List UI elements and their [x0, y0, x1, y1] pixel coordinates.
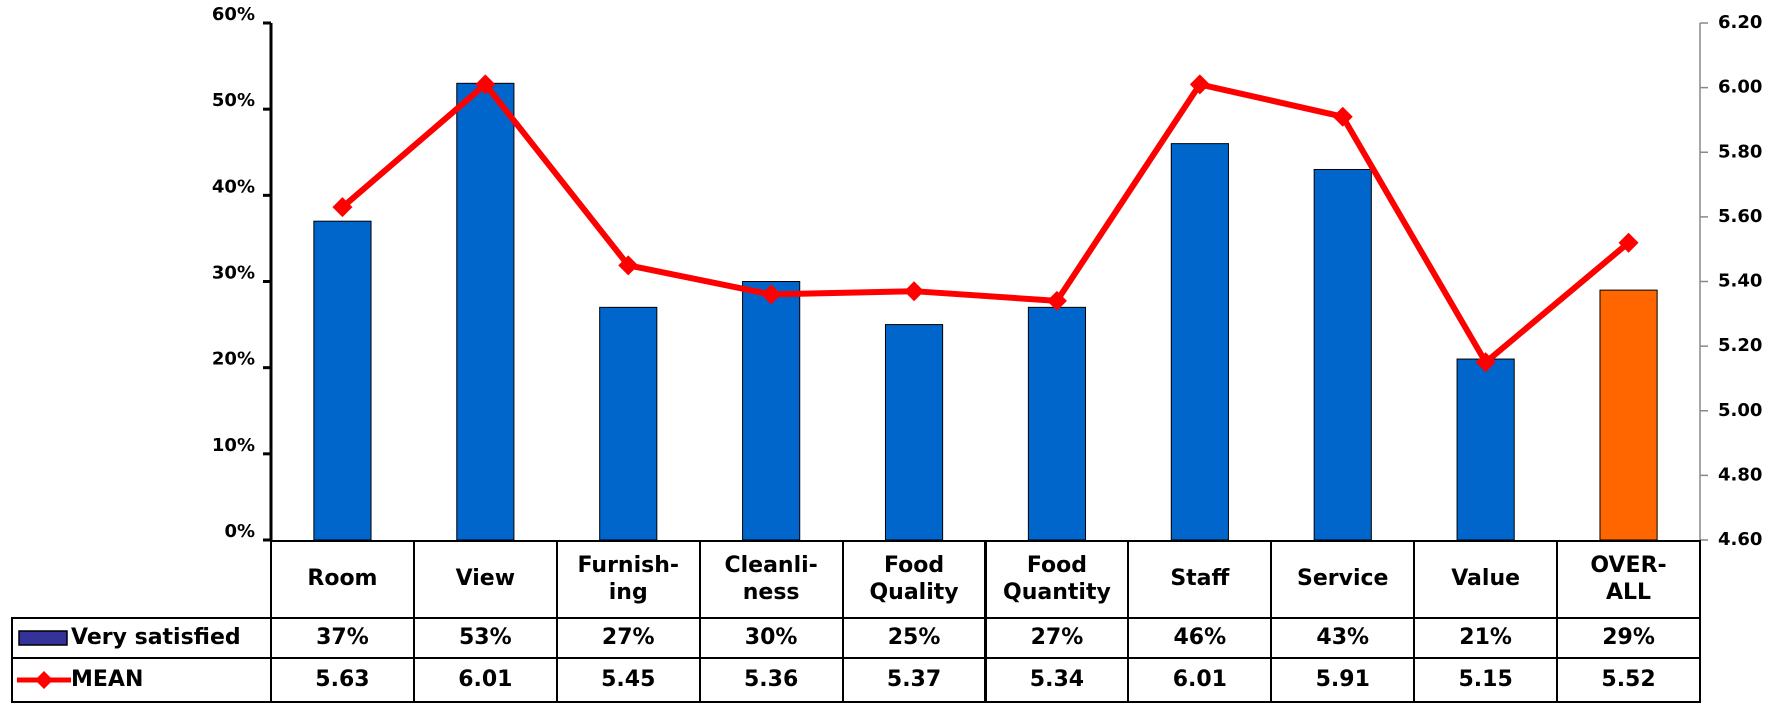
table-value-cell: 46%	[1127, 617, 1273, 659]
y2-tick-label: 5.80	[1718, 141, 1762, 162]
table-value-cell: 6.01	[1127, 657, 1273, 703]
mean-marker	[1046, 290, 1067, 311]
legend-marker	[35, 671, 53, 689]
table-value-cell: 25%	[841, 617, 987, 659]
bar	[1313, 168, 1372, 541]
y2-tick-label: 6.20	[1718, 12, 1762, 33]
table-header-cell: Staff	[1127, 540, 1273, 619]
table-value-cell: 53%	[412, 617, 558, 659]
y2-tick-label: 6.00	[1718, 77, 1762, 98]
table-header-cell: Food Quality	[841, 540, 987, 619]
mean-marker	[332, 197, 353, 218]
legend-cell: Very satisfied	[11, 617, 272, 659]
y2-tick-label: 5.00	[1718, 400, 1762, 421]
table-value-cell: 5.45	[555, 657, 701, 703]
y-tick-label: 50%	[212, 90, 255, 111]
y-tick-label: 10%	[212, 435, 255, 456]
y2-tick-label: 5.60	[1718, 206, 1762, 227]
y-tick-label: 60%	[212, 4, 255, 25]
mean-marker	[1189, 74, 1210, 95]
legend-label: MEAN	[71, 666, 144, 692]
bar	[742, 281, 801, 541]
y2-tick-label: 4.80	[1718, 464, 1762, 485]
table-value-cell: 5.63	[270, 657, 415, 703]
table-value-cell: 5.52	[1556, 657, 1701, 703]
legend-cell: MEAN	[11, 657, 272, 703]
table-value-cell: 43%	[1270, 617, 1416, 659]
mean-line	[340, 81, 1631, 366]
bar	[599, 306, 658, 541]
table-header-cell: Service	[1270, 540, 1416, 619]
table-header-cell: OVER- ALL	[1556, 540, 1701, 619]
legend-swatch	[18, 630, 68, 646]
mean-marker	[904, 281, 925, 302]
y2-tick-label: 4.60	[1718, 529, 1762, 550]
table-header-cell: Food Quantity	[984, 540, 1130, 619]
table-value-cell: 21%	[1413, 617, 1559, 659]
legend-key	[17, 671, 71, 689]
legend-key	[18, 630, 68, 646]
table-value-cell: 5.34	[984, 657, 1130, 703]
table-value-cell: 5.15	[1413, 657, 1559, 703]
table-value-cell: 37%	[270, 617, 415, 659]
bar	[456, 82, 515, 541]
y2-tick-label: 5.20	[1718, 335, 1762, 356]
table-header-cell: Value	[1413, 540, 1559, 619]
table-value-cell: 30%	[698, 617, 844, 659]
mean-marker	[618, 255, 639, 276]
table-header-cell: View	[412, 540, 558, 619]
mean-marker	[475, 74, 496, 95]
y-tick-label: 30%	[212, 263, 255, 284]
bar	[1170, 143, 1229, 541]
y-tick-label: 0%	[224, 521, 255, 542]
table-value-cell: 27%	[984, 617, 1130, 659]
table-value-cell: 6.01	[412, 657, 558, 703]
bar	[1599, 289, 1658, 541]
y-tick-label: 20%	[212, 349, 255, 370]
table-value-cell: 27%	[555, 617, 701, 659]
y2-tick-label: 5.40	[1718, 271, 1762, 292]
table-value-cell: 5.37	[841, 657, 987, 703]
bar	[1027, 306, 1087, 541]
legend-label: Very satisfied	[71, 624, 241, 650]
bar	[1456, 358, 1515, 541]
table-header-cell: Room	[270, 540, 415, 619]
y-tick-label: 40%	[212, 176, 255, 197]
table-value-cell: 5.36	[698, 657, 844, 703]
table-header-cell: Furnish- ing	[555, 540, 701, 619]
mean-marker	[761, 284, 782, 305]
mean-marker	[1475, 352, 1496, 373]
mean-marker	[1618, 232, 1639, 253]
table-value-cell: 29%	[1556, 617, 1701, 659]
table-header-cell: Cleanli- ness	[698, 540, 844, 619]
bar	[884, 324, 944, 541]
table-value-cell: 5.91	[1270, 657, 1416, 703]
bar	[313, 220, 372, 541]
mean-marker	[1332, 106, 1353, 127]
